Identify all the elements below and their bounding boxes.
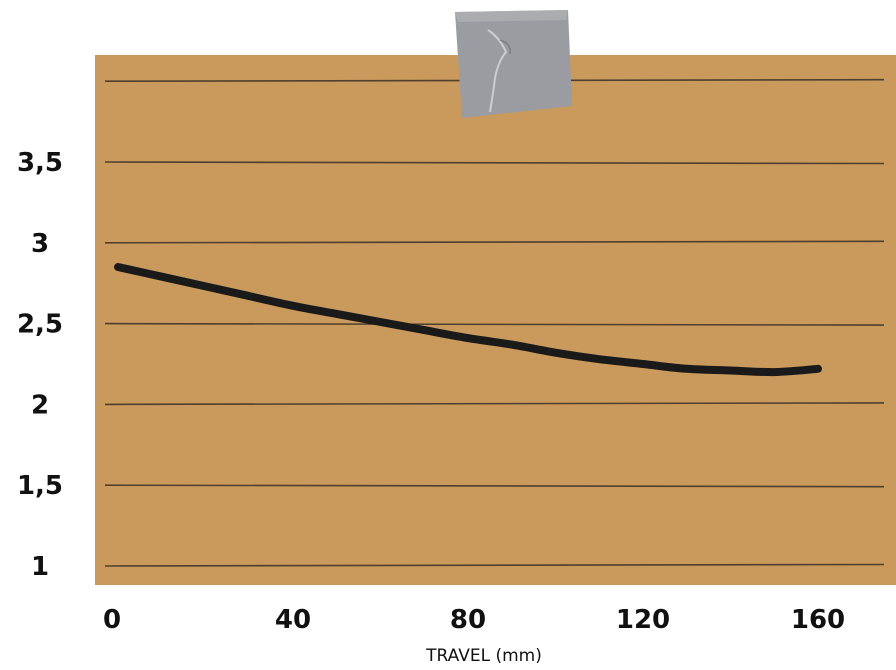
tape-strip bbox=[455, 10, 572, 118]
y-tick-label: 2 bbox=[31, 390, 49, 420]
y-tick-label: 1 bbox=[31, 552, 49, 582]
grid-line bbox=[104, 322, 885, 326]
y-tick-label: 1,5 bbox=[17, 471, 63, 501]
grid-line bbox=[104, 161, 885, 165]
grid-line bbox=[104, 240, 885, 244]
x-tick-label: 0 bbox=[103, 605, 121, 635]
x-tick-label: 40 bbox=[275, 605, 311, 635]
x-tick-label: 80 bbox=[450, 605, 486, 635]
x-tick-label: 160 bbox=[791, 605, 845, 635]
x-axis-ticks: 0 40 80 120 160 bbox=[103, 605, 845, 635]
y-axis-ticks: 1 1,5 2 2,5 3 3,5 bbox=[17, 148, 63, 582]
grid-line bbox=[104, 402, 885, 406]
y-tick-label: 3,5 bbox=[17, 148, 63, 178]
series-line bbox=[114, 263, 822, 377]
y-tick-label: 3 bbox=[31, 229, 49, 259]
grid-line bbox=[104, 563, 885, 567]
grid-line bbox=[104, 484, 885, 488]
grid-lines bbox=[104, 78, 885, 567]
x-axis-title: TRAVEL (mm) bbox=[425, 646, 542, 666]
plot-board bbox=[95, 55, 896, 585]
y-tick-label: 2,5 bbox=[17, 310, 63, 340]
x-tick-label: 120 bbox=[616, 605, 670, 635]
